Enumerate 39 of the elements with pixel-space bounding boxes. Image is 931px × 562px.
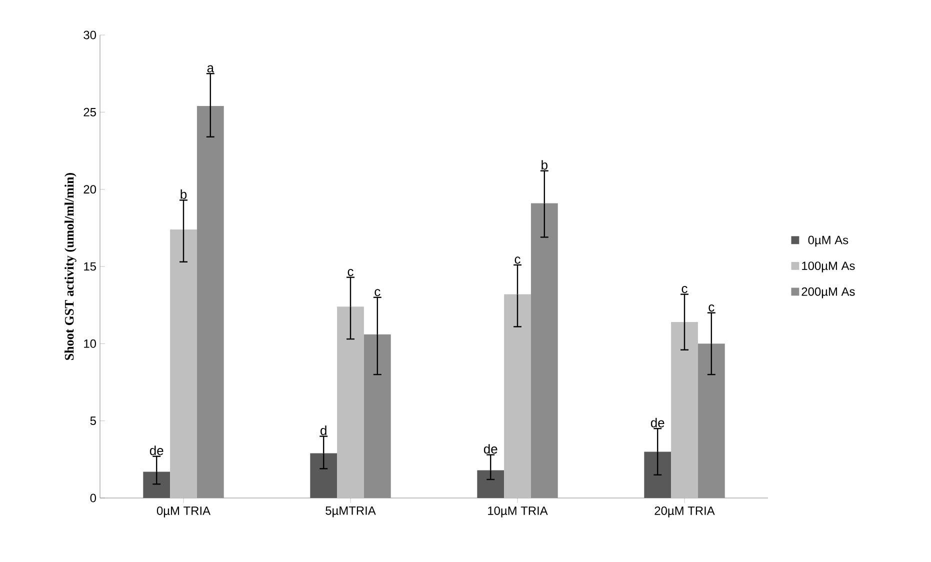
annotation: b	[180, 189, 187, 199]
bar	[644, 452, 672, 498]
annotation: d	[320, 426, 326, 436]
annotation: c	[682, 286, 688, 294]
annotation: a	[207, 65, 214, 72]
legend-label: 200µM As	[802, 287, 855, 298]
bar	[477, 470, 504, 498]
bar	[196, 106, 224, 498]
legend-label: 100µM As	[802, 262, 855, 272]
x-tick-label: 0µM TRIA	[156, 506, 210, 518]
y-tick-label: 0	[90, 494, 96, 502]
bar	[671, 322, 698, 498]
annotation: de	[150, 446, 164, 456]
annotation: c	[348, 269, 354, 276]
y-tick-label: 20	[84, 185, 96, 194]
y-tick-label: 15	[84, 262, 96, 271]
bar	[337, 306, 364, 498]
annotation: c	[708, 304, 714, 312]
bar	[364, 334, 391, 498]
y-axis-title: Shoot GST activity (umol/ml/min)	[64, 172, 76, 360]
x-tick-label: 5µMTRIA	[326, 506, 376, 518]
bar	[530, 203, 558, 498]
bar	[698, 344, 725, 498]
annotation: c	[374, 289, 380, 296]
legend-label: 0µM As	[808, 236, 848, 247]
y-tick-label: 10	[84, 339, 96, 348]
x-tick-label: 20µM TRIA	[654, 506, 715, 518]
bar	[504, 294, 531, 498]
x-tick-label: 10µM TRIA	[488, 506, 548, 518]
y-tick-label: 25	[84, 108, 96, 116]
bar	[310, 453, 338, 498]
bar	[170, 229, 197, 498]
annotation: b	[542, 160, 548, 170]
bar	[143, 472, 170, 498]
y-tick-label: 5	[90, 416, 96, 425]
annotation: de	[650, 418, 664, 428]
annotation: c	[514, 256, 520, 264]
annotation: de	[484, 444, 498, 454]
y-tick-label: 30	[84, 30, 96, 40]
